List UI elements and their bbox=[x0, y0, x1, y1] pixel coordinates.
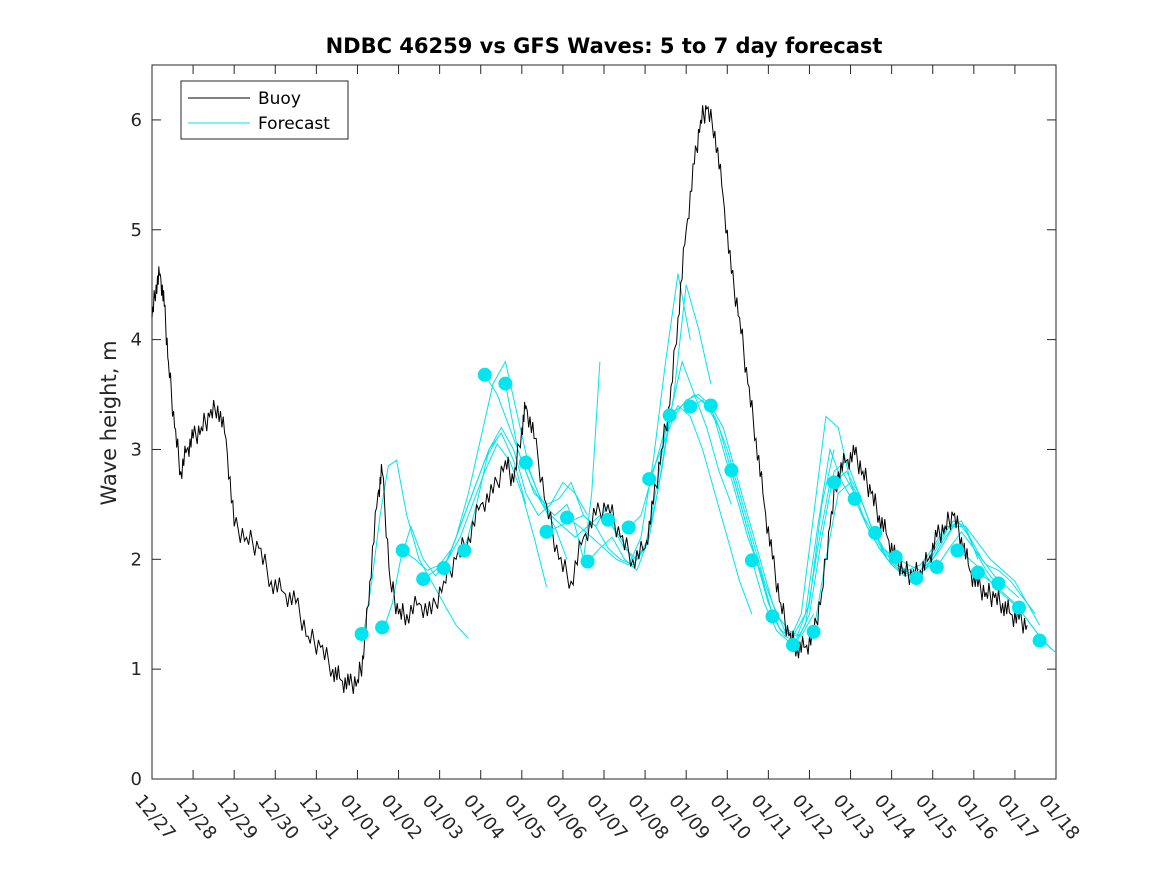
forecast-line-28 bbox=[936, 530, 1036, 615]
forecast-point-11 bbox=[580, 554, 595, 569]
forecast-point-17 bbox=[703, 398, 718, 413]
forecast-line-5 bbox=[463, 426, 589, 551]
forecast-point-30 bbox=[970, 565, 985, 580]
forecast-point-16 bbox=[683, 399, 698, 414]
forecast-line-2 bbox=[402, 432, 527, 571]
forecast-point-4 bbox=[436, 561, 451, 576]
forecast-point-9 bbox=[539, 524, 554, 539]
forecast-point-2 bbox=[395, 543, 410, 558]
y-tick-label-6: 6 bbox=[131, 110, 142, 131]
legend: Buoy Forecast bbox=[180, 80, 349, 140]
y-tick-label-2: 2 bbox=[131, 549, 142, 570]
forecast-point-1 bbox=[375, 620, 390, 635]
chart-title: NDBC 46259 vs GFS Waves: 5 to 7 day fore… bbox=[326, 34, 883, 58]
forecast-point-13 bbox=[621, 520, 636, 535]
forecast-point-29 bbox=[950, 543, 965, 558]
forecast-point-22 bbox=[806, 624, 821, 639]
forecast-point-32 bbox=[1012, 600, 1026, 615]
forecast-point-31 bbox=[991, 576, 1006, 591]
forecast-point-14 bbox=[642, 472, 657, 487]
forecast-point-33 bbox=[1032, 633, 1047, 648]
y-tick-label-5: 5 bbox=[131, 220, 142, 241]
forecast-point-18 bbox=[724, 463, 739, 478]
forecast-line-25 bbox=[874, 520, 999, 588]
series-layer bbox=[151, 105, 1057, 694]
forecast-line-17 bbox=[710, 405, 835, 637]
forecast-point-23 bbox=[827, 475, 842, 490]
forecast-point-28 bbox=[929, 560, 944, 574]
forecast-point-3 bbox=[416, 572, 431, 587]
forecast-line-11 bbox=[587, 284, 712, 572]
forecast-line-18 bbox=[730, 447, 856, 637]
legend-buoy-label: Buoy bbox=[258, 89, 301, 109]
forecast-point-25 bbox=[868, 525, 883, 540]
forecast-point-20 bbox=[765, 609, 780, 624]
forecast-line-10 bbox=[566, 273, 691, 566]
forecast-point-6 bbox=[477, 367, 492, 382]
forecast-point-26 bbox=[888, 550, 903, 565]
forecast-point-10 bbox=[560, 510, 574, 525]
y-tick-label-3: 3 bbox=[131, 439, 142, 460]
forecast-line-27 bbox=[915, 525, 1041, 626]
forecast-point-12 bbox=[601, 512, 616, 527]
y-tick-label-1: 1 bbox=[131, 659, 142, 680]
forecast-point-8 bbox=[518, 455, 533, 470]
forecast-point-27 bbox=[909, 571, 924, 585]
forecast-line-4 bbox=[443, 360, 568, 569]
forecast-point-5 bbox=[457, 543, 472, 558]
forecast-line-23 bbox=[833, 470, 958, 571]
y-axis: 0 1 2 3 4 5 6 bbox=[131, 110, 1056, 790]
forecast-point-21 bbox=[786, 638, 800, 652]
plot-area bbox=[151, 64, 1057, 780]
forecast-point-24 bbox=[847, 491, 862, 506]
forecast-line-0 bbox=[363, 459, 469, 639]
legend-box bbox=[180, 80, 349, 140]
y-axis-label: Wave height, m bbox=[97, 340, 121, 505]
y-tick-label-4: 4 bbox=[131, 330, 142, 351]
y-tick-label-0: 0 bbox=[131, 769, 142, 790]
legend-forecast-label: Forecast bbox=[258, 114, 330, 134]
forecast-point-19 bbox=[744, 553, 759, 568]
forecast-point-0 bbox=[354, 627, 369, 641]
forecast-point-15 bbox=[662, 408, 677, 423]
forecast-point-7 bbox=[498, 376, 513, 391]
